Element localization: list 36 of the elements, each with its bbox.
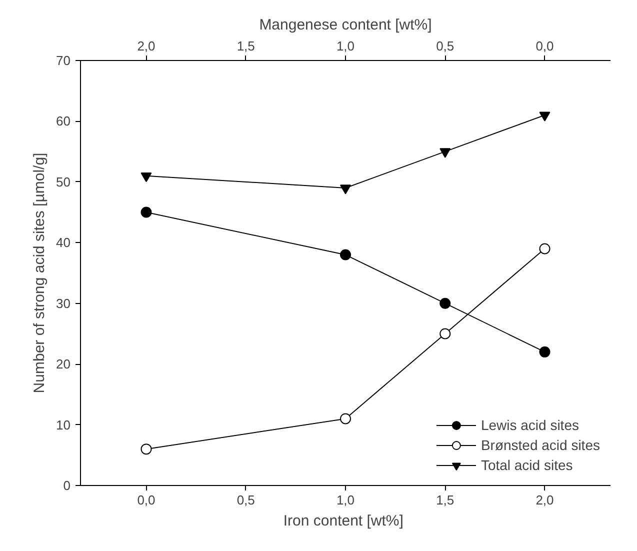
y-tick-label: 10 [56,417,71,432]
point [440,298,451,309]
x-tick-label: 0,5 [236,492,255,508]
x2-tick-label: 1,0 [336,38,355,54]
x-tick-label: 1,5 [436,492,454,508]
x2-tick-label: 0,0 [536,38,554,54]
y-tick-label: 30 [56,296,71,311]
x-axis-title: Iron content [wt%] [283,512,404,530]
y-tick-label: 40 [56,235,71,250]
legend-label: Brønsted acid sites [480,437,600,453]
point [140,172,152,182]
x-tick-label: 2,0 [536,492,554,508]
x2-tick-label: 0,5 [436,38,454,54]
point [340,413,351,424]
legend-label: Total acid sites [480,457,573,473]
x-tick-label: 1,0 [336,492,355,508]
y-tick-label: 60 [56,114,71,129]
x2-axis-title: Mangenese content [wt%] [259,16,432,34]
x2-tick-label: 2,0 [137,38,156,54]
y-axis-title: Number of strong acid sites [µmol/g] [31,152,48,394]
legend-label: Lewis acid sites [480,417,579,433]
point [539,243,550,254]
point [340,184,351,194]
x2-tick-label: 1,5 [236,38,255,54]
point [440,328,451,340]
point [440,148,451,158]
y-tick-label: 50 [56,174,71,190]
y-tick-label: 20 [56,356,71,372]
y-tick-label: 70 [56,53,71,68]
y-tick-label: 0 [63,478,71,493]
point [340,249,351,260]
point [140,444,152,455]
point [539,346,550,358]
x-tick-label: 0,0 [137,492,156,508]
point [539,112,550,122]
point [140,206,152,218]
